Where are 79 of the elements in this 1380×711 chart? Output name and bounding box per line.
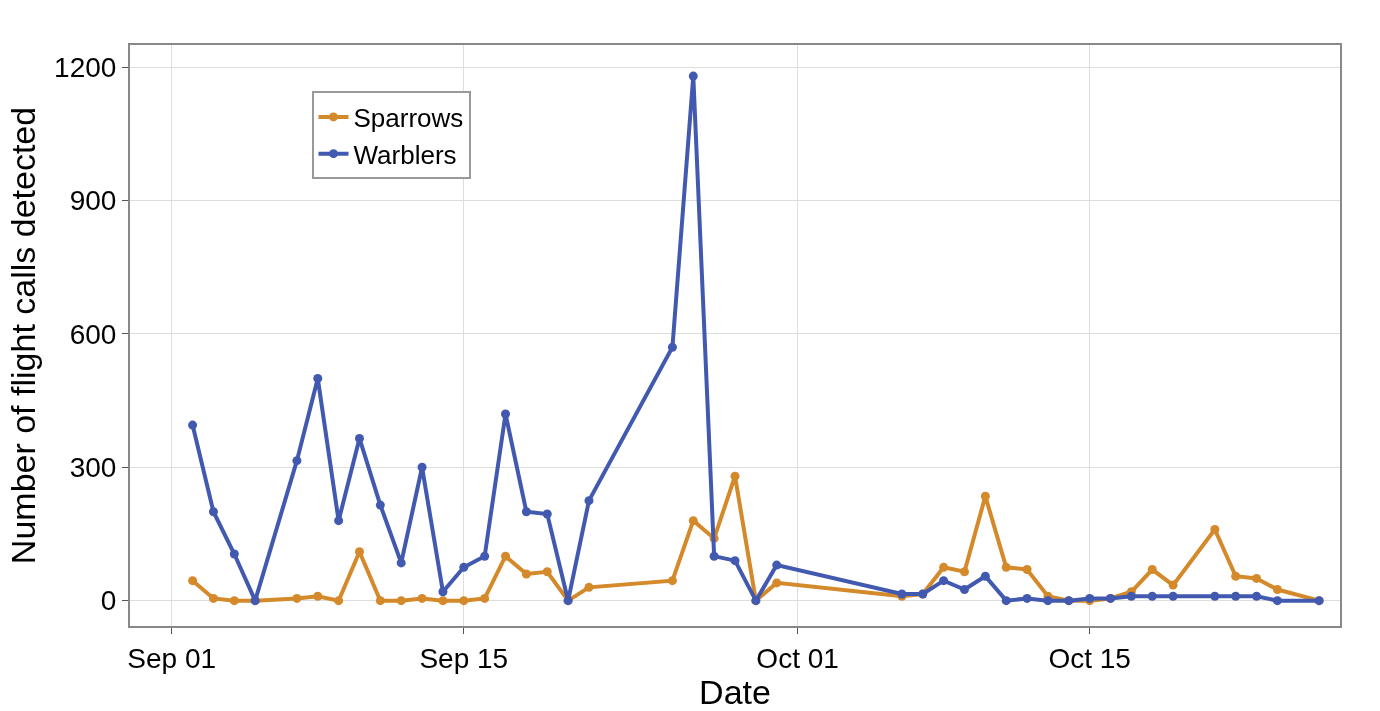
point (229, 549, 239, 559)
point (1147, 565, 1157, 575)
legend-label: Warblers (353, 139, 457, 170)
point (1168, 591, 1178, 601)
point (459, 596, 469, 606)
x-tick-label: Oct 15 (1048, 642, 1131, 674)
y-tick-label: 900 (69, 185, 117, 217)
point (1252, 591, 1262, 601)
point (939, 562, 949, 572)
point (584, 582, 594, 592)
point (1126, 591, 1136, 601)
point (208, 507, 218, 517)
point (354, 433, 364, 443)
point (584, 496, 594, 506)
point (667, 342, 677, 352)
point (1272, 585, 1282, 595)
point (417, 462, 427, 472)
point (1147, 591, 1157, 601)
y-tick-label: 600 (69, 318, 117, 350)
point (730, 471, 740, 481)
point (501, 409, 511, 419)
point (1252, 573, 1262, 583)
point (1272, 596, 1282, 606)
x-axis-title: Date (699, 673, 771, 711)
point (188, 420, 198, 430)
point (521, 569, 531, 579)
point (313, 373, 323, 383)
point (1210, 525, 1220, 535)
point (959, 567, 969, 577)
point (313, 591, 323, 601)
point (1022, 565, 1032, 575)
point (542, 509, 552, 519)
point (188, 576, 198, 586)
point (292, 456, 302, 466)
point (667, 576, 677, 586)
point (501, 551, 511, 561)
point (980, 491, 990, 501)
point (1043, 596, 1053, 606)
point (959, 585, 969, 595)
point (688, 516, 698, 526)
point (208, 593, 218, 603)
point (229, 596, 239, 606)
point (1001, 562, 1011, 572)
point (939, 576, 949, 586)
point (1231, 571, 1241, 581)
y-axis-title: Number of flight calls detected (4, 106, 43, 565)
point (459, 562, 469, 572)
point (375, 596, 385, 606)
x-tick-label: Oct 01 (756, 642, 839, 674)
point (730, 556, 740, 566)
point (438, 596, 448, 606)
x-tick-label: Sep 01 (127, 642, 217, 674)
x-tick-label: Sep 15 (419, 642, 509, 674)
point (396, 596, 406, 606)
point (1231, 591, 1241, 601)
point (417, 593, 427, 603)
point (980, 571, 990, 581)
point (1001, 596, 1011, 606)
point (709, 551, 719, 561)
y-tick-label: 300 (69, 452, 117, 484)
point (772, 560, 782, 570)
y-tick-label: 0 (100, 585, 117, 617)
point (480, 551, 490, 561)
point (1210, 591, 1220, 601)
point (480, 593, 490, 603)
point (1168, 580, 1178, 590)
point (542, 567, 552, 577)
legend-label: Sparrows (353, 103, 464, 134)
point (375, 500, 385, 510)
point (438, 587, 448, 597)
point (334, 516, 344, 526)
point (396, 558, 406, 568)
point (334, 596, 344, 606)
y-tick-label: 1200 (54, 52, 117, 84)
point (772, 578, 782, 588)
point (292, 593, 302, 603)
point (1022, 593, 1032, 603)
point (521, 507, 531, 517)
point (688, 71, 698, 81)
